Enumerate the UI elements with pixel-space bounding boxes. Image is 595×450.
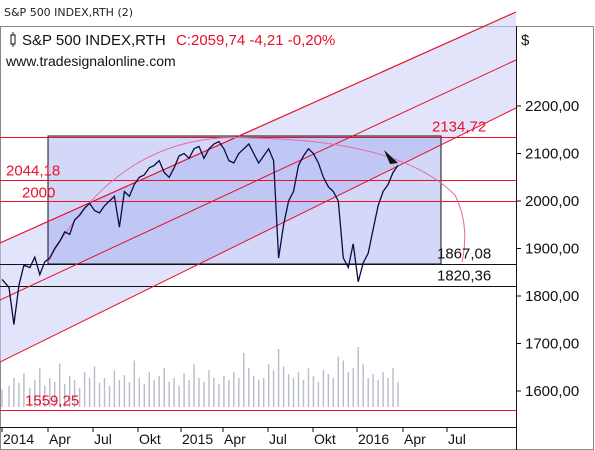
- x-tick-label: Jul: [448, 431, 466, 447]
- website-label: www.tradesignalonline.com: [5, 53, 176, 69]
- trend-channel-fill: [0, 12, 516, 362]
- x-tick-label: Okt: [314, 431, 336, 447]
- currency-symbol: $: [521, 32, 530, 49]
- x-tick-label: Jul: [94, 431, 112, 447]
- x-tick-label: Jul: [269, 431, 287, 447]
- y-tick-label: 2000,00: [525, 193, 579, 210]
- y-tick-label: 2100,00: [525, 146, 579, 163]
- x-tick-label: Apr: [404, 431, 426, 447]
- price-line: [1, 140, 399, 325]
- window-title: S&P 500 INDEX,RTH (2): [4, 6, 134, 19]
- level-labels: 2134,72 2044,18 2000 1867,08 1820,36 1559,25: [6, 119, 491, 410]
- x-axis-ticks: 2014 Apr Jul Okt 2015 Apr Jul Okt 2016 Apr Jul: [1, 427, 466, 447]
- arrow-marker: [384, 150, 398, 164]
- chart-type-icon: [10, 32, 16, 47]
- level-label-3: 1867,08: [437, 246, 491, 263]
- range-box: [47, 135, 442, 265]
- level-label-4: 1820,36: [437, 268, 491, 285]
- x-tick-label: 2016: [358, 431, 389, 447]
- channel-middle-line: [0, 59, 517, 301]
- header: S&P 500 INDEX,RTH C:2059,74 -4,21 -0,20%…: [5, 32, 530, 69]
- instrument-name: S&P 500 INDEX,RTH: [22, 32, 166, 49]
- level-label-1: 2044,18: [6, 163, 60, 180]
- level-label-5: 1559,25: [25, 393, 79, 410]
- x-tick-label: Apr: [224, 431, 246, 447]
- y-tick-label: 2200,00: [525, 98, 579, 115]
- quote-readout: C:2059,74 -4,21 -0,20%: [176, 32, 335, 49]
- level-label-0: 2134,72: [432, 119, 486, 136]
- y-tick-label: 1800,00: [525, 288, 579, 305]
- arc-projection: [47, 137, 466, 263]
- y-tick-label: 1700,00: [525, 336, 579, 353]
- trend-channel-lines: [0, 11, 517, 363]
- y-axis-ticks: 2200,00 2100,00 2000,00 1900,00 1800,00 1700,…: [516, 98, 579, 400]
- y-tick-label: 1600,00: [525, 383, 579, 400]
- level-label-2: 2000: [22, 185, 55, 202]
- x-tick-label: Okt: [139, 431, 161, 447]
- x-tick-label: 2014: [3, 431, 34, 447]
- volume-bars: [1, 347, 399, 407]
- channel-upper-line: [0, 11, 517, 244]
- y-tick-label: 1900,00: [525, 241, 579, 258]
- x-tick-label: 2015: [182, 431, 213, 447]
- channel-lower-line: [0, 107, 517, 363]
- x-tick-label: Apr: [49, 431, 71, 447]
